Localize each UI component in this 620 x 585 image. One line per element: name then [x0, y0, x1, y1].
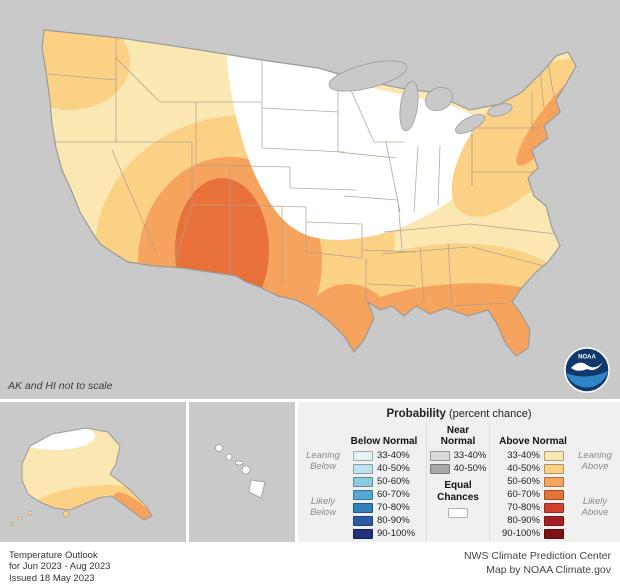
legend-swatch	[544, 476, 564, 487]
legend-title: Probability (percent chance)	[302, 408, 616, 420]
noaa-logo-wave	[566, 371, 608, 388]
legend-swatch	[352, 489, 373, 500]
alaska-inset	[0, 402, 186, 542]
ak-band-equal	[22, 428, 95, 450]
legend-swatch	[544, 502, 564, 513]
likely-above-label: Likely Above	[581, 496, 609, 518]
legend-col-above: Above Normal 33-40% 40-50% 50-60% 60-70%…	[490, 423, 576, 540]
legend-panel: Probability (percent chance) Leaning Belo…	[298, 402, 620, 542]
legend-swatch	[352, 502, 373, 513]
legend-row: 40-50%	[429, 463, 486, 474]
ak-band-50-60	[113, 492, 152, 520]
near-normal-header: Near Normal	[440, 425, 476, 447]
footer: Temperature Outlook for Jun 2023 - Aug 2…	[0, 545, 620, 585]
likely-below-label: Likely Below	[310, 496, 336, 518]
footer-source: NWS Climate Prediction Center	[463, 550, 611, 562]
legend-title-bold: Probability	[386, 408, 446, 420]
lake-erie	[455, 114, 485, 134]
map-area: AK and HI not to scale NOAA	[0, 0, 620, 399]
legend-swatch	[544, 450, 564, 461]
legend-row: 40-50%	[502, 463, 564, 474]
legend-row: 50-60%	[352, 476, 415, 487]
legend-swatch	[352, 463, 373, 474]
legend-row: 50-60%	[502, 476, 564, 487]
noaa-logo-text: NOAA	[578, 355, 596, 361]
above-normal-header: Above Normal	[499, 435, 567, 447]
legend-row: 60-70%	[502, 489, 564, 500]
lake-michigan	[399, 80, 419, 132]
legend-row: 33-40%	[502, 450, 564, 461]
footer-left: Temperature Outlook for Jun 2023 - Aug 2…	[9, 550, 110, 584]
leaning-above-label: Leaning Above	[578, 450, 612, 472]
footer-issued: Issued 18 May 2023	[9, 572, 95, 584]
legend-swatch	[544, 528, 564, 539]
noaa-logo-gull-icon	[571, 362, 603, 371]
legend-swatch	[544, 515, 564, 526]
legend-col-below: Below Normal 33-40% 40-50% 50-60% 60-70%…	[342, 423, 426, 540]
footer-title: Temperature Outlook	[9, 550, 98, 561]
band-above-60-70	[175, 178, 269, 322]
legend-row: 40-50%	[352, 463, 415, 474]
legend-swatch	[429, 463, 450, 474]
leaning-below-label: Leaning Below	[306, 450, 340, 472]
scale-note: AK and HI not to scale	[8, 380, 113, 392]
noaa-logo: NOAA	[564, 347, 610, 393]
legend-row: 90-100%	[352, 528, 415, 539]
lake-ontario	[487, 103, 513, 117]
legend-row: 90-100%	[502, 528, 564, 539]
equal-chances-swatch	[448, 508, 468, 518]
legend-swatch	[352, 515, 373, 526]
aleutian-islands	[10, 510, 70, 526]
footer-period: for Jun 2023 - Aug 2023	[9, 561, 111, 573]
conus-map	[41, 29, 577, 357]
legend-col-near: Near Normal 33-40% 40-50% Equal Chances	[426, 423, 490, 540]
legend-swatch	[544, 463, 564, 474]
ak-band-33-40	[22, 428, 152, 520]
below-rows: 33-40% 40-50% 50-60% 60-70% 70-80% 80-90…	[352, 450, 415, 539]
legend-swatch	[544, 489, 564, 500]
legend-row: 33-40%	[352, 450, 415, 461]
state-borders	[47, 32, 557, 307]
below-normal-header: Below Normal	[350, 435, 418, 447]
legend-swatch	[352, 476, 373, 487]
legend-swatch	[352, 528, 373, 539]
legend-row: 70-80%	[502, 502, 564, 513]
legend-side-right: Leaning Above Likely Above	[576, 423, 614, 540]
lake-huron	[425, 87, 453, 111]
near-rows: 33-40% 40-50%	[429, 450, 486, 474]
footer-credit: Map by NOAA Climate.gov	[486, 563, 611, 576]
legend-row: 33-40%	[429, 450, 486, 461]
footer-right: NWS Climate Prediction Center Map by NOA…	[464, 550, 611, 584]
legend-row: 80-90%	[502, 515, 564, 526]
legend-title-rest: (percent chance)	[448, 408, 532, 420]
legend-row: 80-90%	[352, 515, 415, 526]
above-rows: 33-40% 40-50% 50-60% 60-70% 70-80% 80-90…	[502, 450, 564, 539]
legend-body: Leaning Below Likely Below Below Normal …	[302, 423, 616, 540]
legend-swatch	[429, 450, 450, 461]
band-equal-chances	[226, 40, 489, 240]
equal-chances-block: Equal Chances	[437, 480, 479, 518]
hawaii-inset	[189, 402, 295, 542]
legend-row: 60-70%	[352, 489, 415, 500]
insets-row: Probability (percent chance) Leaning Belo…	[0, 402, 620, 542]
legend-swatch	[352, 450, 373, 461]
great-lakes	[328, 60, 513, 134]
hawaii-islands	[215, 444, 266, 499]
legend-row: 70-80%	[352, 502, 415, 513]
lake-superior	[328, 60, 408, 92]
alaska-outline	[21, 427, 153, 521]
legend-side-left: Leaning Below Likely Below	[304, 423, 342, 540]
us-outline	[41, 29, 577, 357]
